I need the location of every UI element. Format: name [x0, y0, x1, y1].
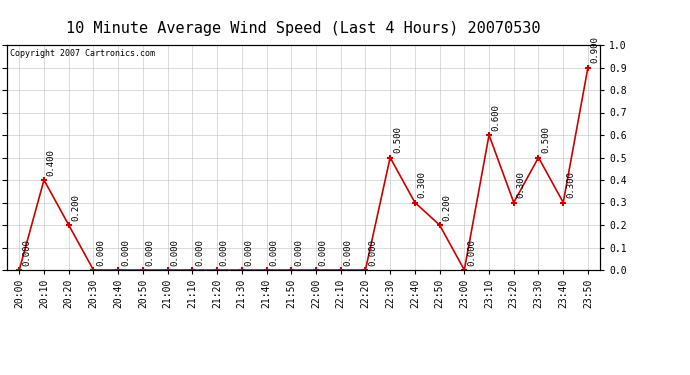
- Text: 0.000: 0.000: [467, 239, 476, 266]
- Text: 0.000: 0.000: [244, 239, 253, 266]
- Text: Copyright 2007 Cartronics.com: Copyright 2007 Cartronics.com: [10, 50, 155, 58]
- Text: 0.000: 0.000: [146, 239, 155, 266]
- Text: 0.000: 0.000: [22, 239, 31, 266]
- Text: 0.500: 0.500: [393, 126, 402, 153]
- Text: 0.300: 0.300: [417, 171, 426, 198]
- Text: 0.000: 0.000: [368, 239, 377, 266]
- Text: 0.500: 0.500: [541, 126, 550, 153]
- Text: 0.200: 0.200: [442, 194, 451, 221]
- Text: 0.600: 0.600: [492, 104, 501, 131]
- Text: 0.000: 0.000: [294, 239, 303, 266]
- Text: 0.000: 0.000: [319, 239, 328, 266]
- Text: 0.300: 0.300: [517, 171, 526, 198]
- Text: 0.000: 0.000: [220, 239, 229, 266]
- Text: 0.000: 0.000: [121, 239, 130, 266]
- Text: 0.000: 0.000: [96, 239, 105, 266]
- Text: 0.900: 0.900: [591, 36, 600, 63]
- Text: 0.300: 0.300: [566, 171, 575, 198]
- Text: 10 Minute Average Wind Speed (Last 4 Hours) 20070530: 10 Minute Average Wind Speed (Last 4 Hou…: [66, 21, 541, 36]
- Text: 0.000: 0.000: [344, 239, 353, 266]
- Text: 0.000: 0.000: [269, 239, 278, 266]
- Text: 0.000: 0.000: [170, 239, 179, 266]
- Text: 0.000: 0.000: [195, 239, 204, 266]
- Text: 0.200: 0.200: [72, 194, 81, 221]
- Text: 0.400: 0.400: [47, 149, 56, 176]
